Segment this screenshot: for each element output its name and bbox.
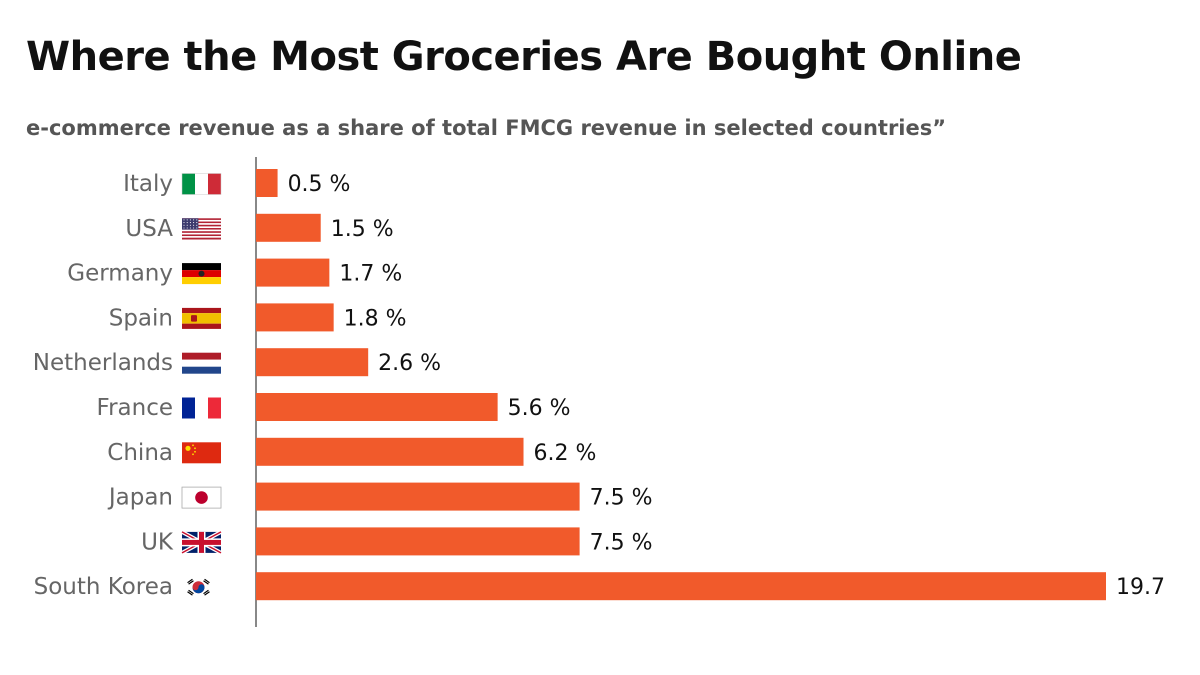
chart-title: Where the Most Groceries Are Bought Onli… [26, 34, 1022, 80]
south-korea-flag-icon [187, 578, 210, 596]
category-label-uk: UK [141, 529, 174, 555]
value-label-italy: 0.5 % [288, 172, 351, 197]
category-label-germany: Germany [67, 261, 173, 287]
value-label-china: 6.2 % [534, 441, 597, 466]
bar-china [256, 437, 524, 466]
category-label-china: China [107, 440, 173, 466]
bar-japan [256, 482, 580, 511]
japan-flag-icon [181, 486, 222, 509]
bar-usa [256, 213, 321, 242]
chart-subtitle: e-commerce revenue as a share of total F… [26, 116, 947, 140]
bar-uk [256, 527, 580, 556]
france-flag-icon [182, 397, 221, 419]
value-label-spain: 1.8 % [344, 306, 407, 331]
bar-germany [256, 258, 330, 287]
netherlands-flag-icon [182, 352, 221, 374]
value-label-netherlands: 2.6 % [378, 351, 441, 376]
value-label-france: 5.6 % [508, 396, 571, 421]
value-label-japan: 7.5 % [590, 486, 653, 511]
category-label-netherlands: Netherlands [33, 350, 173, 376]
category-label-france: France [97, 395, 173, 421]
category-label-japan: Japan [107, 485, 173, 511]
italy-flag-icon [181, 173, 222, 195]
bar-france [256, 393, 498, 421]
category-label-italy: Italy [123, 171, 173, 197]
value-label-germany: 1.7 % [339, 262, 402, 287]
bar-netherlands [256, 348, 369, 377]
china-flag-icon [182, 442, 221, 464]
bar-italy [256, 169, 278, 197]
spain-flag-icon [182, 307, 221, 329]
uk-flag-icon [181, 530, 222, 555]
bar-spain [256, 303, 334, 332]
category-label-usa: USA [125, 216, 173, 242]
bar-south-korea [256, 572, 1106, 601]
category-label-south-korea: South Korea [34, 574, 173, 600]
category-label-spain: Spain [109, 305, 173, 331]
usa-flag-icon [182, 218, 221, 240]
germany-flag-icon [182, 263, 221, 285]
value-label-usa: 1.5 % [331, 217, 394, 242]
value-label-uk: 7.5 % [590, 530, 653, 555]
value-label-south-korea: 19.7 [1116, 575, 1165, 600]
